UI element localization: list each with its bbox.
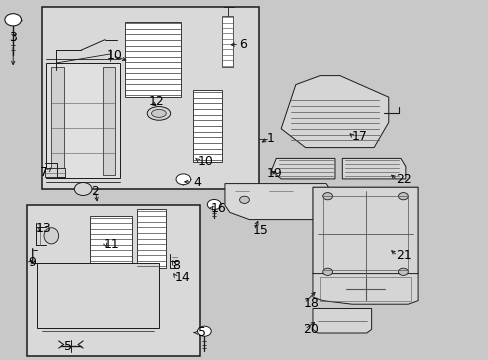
Text: 19: 19 [266, 167, 282, 180]
Circle shape [176, 174, 190, 185]
Text: 11: 11 [104, 238, 120, 251]
Polygon shape [224, 184, 334, 220]
Ellipse shape [147, 107, 170, 120]
Text: 4: 4 [193, 176, 201, 189]
Bar [45, 168, 64, 177]
Text: 14: 14 [174, 271, 190, 284]
Text: 13: 13 [35, 222, 51, 235]
Polygon shape [281, 76, 388, 148]
Bar [222, 16, 233, 67]
Circle shape [197, 326, 211, 336]
Bar [102, 67, 115, 175]
Circle shape [207, 199, 221, 210]
Text: 2: 2 [91, 185, 99, 198]
Polygon shape [271, 158, 334, 179]
Circle shape [322, 193, 332, 200]
Circle shape [398, 268, 407, 275]
Text: 9: 9 [28, 256, 36, 269]
Text: 16: 16 [210, 202, 225, 215]
Ellipse shape [151, 109, 166, 117]
Ellipse shape [44, 228, 59, 244]
Bar [322, 196, 407, 270]
Text: 20: 20 [303, 323, 318, 336]
Bar [41, 7, 259, 189]
Text: 18: 18 [303, 297, 318, 310]
Bar [51, 67, 63, 175]
Bar [137, 209, 166, 268]
Bar [37, 263, 159, 328]
Text: 7: 7 [41, 166, 48, 179]
Text: 21: 21 [395, 249, 411, 262]
Text: 22: 22 [395, 173, 411, 186]
Polygon shape [312, 187, 417, 281]
Polygon shape [312, 309, 371, 333]
Text: 15: 15 [252, 224, 268, 237]
Text: 3: 3 [9, 31, 17, 44]
Circle shape [239, 196, 249, 203]
Text: 5: 5 [198, 326, 205, 339]
Text: 6: 6 [239, 38, 247, 51]
Text: 8: 8 [172, 259, 180, 272]
Text: 10: 10 [106, 49, 122, 62]
Bar [320, 277, 410, 301]
Text: 1: 1 [266, 132, 274, 145]
Polygon shape [342, 158, 405, 179]
Polygon shape [312, 274, 417, 304]
Text: 12: 12 [149, 95, 164, 108]
Circle shape [398, 193, 407, 200]
Bar [124, 22, 181, 97]
Circle shape [5, 14, 21, 26]
Circle shape [322, 268, 332, 275]
Text: 17: 17 [351, 130, 367, 143]
Bar [90, 216, 132, 263]
Circle shape [74, 183, 92, 195]
Text: 10: 10 [198, 156, 213, 168]
Bar [27, 205, 200, 356]
Bar [46, 63, 120, 178]
Text: 5: 5 [63, 340, 71, 353]
Bar [193, 90, 221, 162]
